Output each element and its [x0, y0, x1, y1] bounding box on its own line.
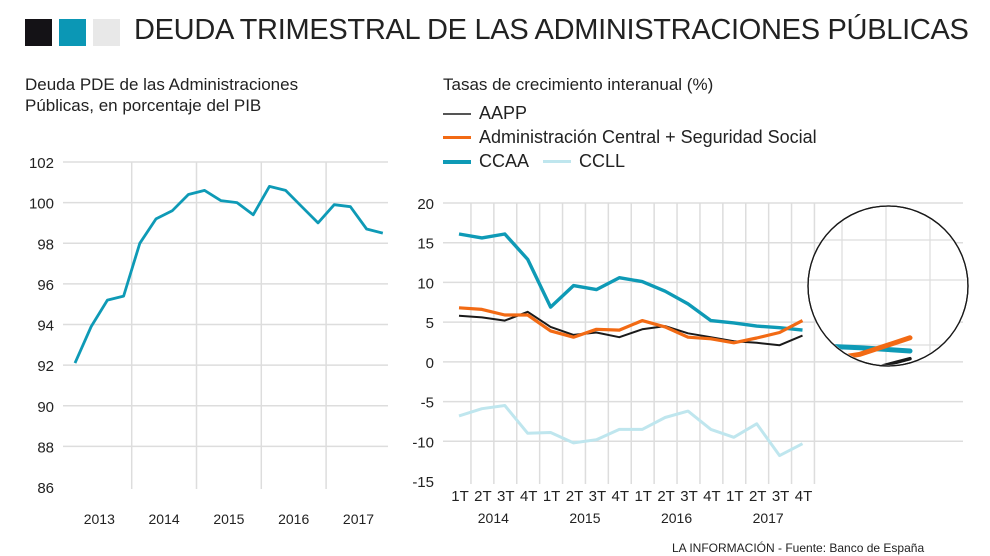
x-tick-label: 2017 [343, 511, 374, 527]
legend-item-aapp: AAPP [443, 103, 527, 124]
y-tick-label: 100 [29, 196, 54, 213]
x-tick-label: 2T [566, 488, 584, 505]
x-year-label: 2014 [478, 510, 509, 526]
legend-label-ac-ss: Administración Central + Seguridad Socia… [479, 127, 817, 147]
x-tick-label: 3T [589, 488, 607, 505]
series-line-ac-ss [458, 306, 804, 345]
left-chart-title-line-2: Públicas, en porcentaje del PIB [25, 96, 262, 115]
debt-series-line [73, 184, 384, 364]
x-tick-label: 4T [703, 488, 721, 505]
y-tick-label: 96 [37, 277, 54, 294]
legend-label-aapp: AAPP [479, 103, 528, 123]
legend-square-teal [59, 19, 86, 46]
x-year-label: 2017 [753, 510, 784, 526]
magnifier [807, 205, 969, 367]
y-tick-label: 102 [29, 155, 54, 172]
y-tick-label: 90 [37, 399, 54, 416]
x-tick-label: 3T [497, 488, 515, 505]
legend-label-ccaa: CCAA [479, 151, 530, 171]
x-year-label: 2015 [569, 510, 600, 526]
right-chart-title: Tasas de crecimiento interanual (%) [443, 75, 714, 94]
legend-swatch-aapp [443, 112, 471, 115]
x-tick-label: 1T [634, 488, 652, 505]
legend-swatch-ccll [543, 160, 572, 163]
x-tick-label: 4T [612, 488, 630, 505]
y-tick-label: 94 [37, 318, 54, 335]
y-tick-label: -5 [421, 395, 434, 412]
y-tick-label: 15 [417, 236, 434, 253]
y-tick-label: 5 [426, 315, 434, 332]
x-tick-label: 1T [726, 488, 744, 505]
x-tick-label: 2016 [278, 511, 309, 527]
legend-swatch-ac-ss [443, 136, 471, 139]
left-chart: 102 100 98 96 94 92 90 88 86 2013 2014 2015 2016 2017 [29, 155, 388, 527]
page-title: DEUDA TRIMESTRAL DE LAS ADMINISTRACIONES… [134, 14, 969, 46]
legend-item-ac-ss: Administración Central + Seguridad Socia… [443, 127, 817, 148]
x-tick-label: 2014 [149, 511, 180, 527]
x-tick-label: 1T [451, 488, 469, 505]
y-tick-label: 0 [426, 355, 434, 372]
y-tick-label: -15 [412, 474, 434, 491]
legend-item-ccaa: CCAA CCLL [443, 151, 625, 172]
left-chart-title: Deuda PDE de las Administraciones Públic… [25, 74, 298, 116]
series-line-ccaa [458, 232, 803, 332]
legend-label-ccll: CCLL [579, 151, 626, 171]
y-tick-label: -10 [412, 434, 434, 451]
x-tick-label: 4T [795, 488, 813, 505]
x-tick-label: 2T [657, 488, 675, 505]
source-credit: LA INFORMACIÓN - Fuente: Banco de España [672, 541, 925, 555]
x-tick-label: 4T [520, 488, 538, 505]
x-tick-label: 2015 [213, 511, 244, 527]
magnifier-border [807, 205, 969, 367]
series-line-ccll [458, 404, 804, 458]
magnified-line-aapp [809, 356, 912, 365]
y-tick-label: 88 [37, 439, 54, 456]
legend-square-gray [93, 19, 120, 46]
y-tick-label: 98 [37, 236, 54, 253]
x-tick-label: 2013 [84, 511, 115, 527]
x-tick-label: 3T [772, 488, 790, 505]
legend-swatch-ccaa [443, 159, 471, 164]
x-tick-label: 3T [680, 488, 698, 505]
x-tick-label: 2T [474, 488, 492, 505]
y-tick-label: 92 [37, 358, 54, 375]
left-chart-title-line-1: Deuda PDE de las Administraciones [25, 75, 299, 94]
legend-square-black [25, 19, 52, 46]
y-tick-label: 10 [417, 275, 434, 292]
x-tick-label: 2T [749, 488, 767, 505]
magnifier-circle [807, 205, 969, 367]
x-year-label: 2016 [661, 510, 692, 526]
y-tick-label: 86 [37, 480, 54, 497]
x-tick-label: 1T [543, 488, 561, 505]
y-tick-label: 20 [417, 196, 434, 213]
